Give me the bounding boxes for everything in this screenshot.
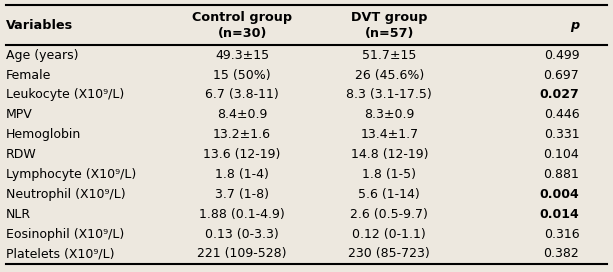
Text: p: p [570,19,579,32]
Text: 230 (85-723): 230 (85-723) [348,248,430,260]
Text: (n=30): (n=30) [218,27,267,40]
Text: Platelets (X10⁹/L): Platelets (X10⁹/L) [6,248,115,260]
Text: DVT group: DVT group [351,11,427,24]
Text: Leukocyte (X10⁹/L): Leukocyte (X10⁹/L) [6,88,124,101]
Text: 0.697: 0.697 [544,69,579,82]
Text: 0.331: 0.331 [544,128,579,141]
Text: Eosinophil (X10⁹/L): Eosinophil (X10⁹/L) [6,227,124,240]
Text: NLR: NLR [6,208,31,221]
Text: 13.2±1.6: 13.2±1.6 [213,128,271,141]
Text: (n=57): (n=57) [365,27,414,40]
Text: RDW: RDW [6,148,37,161]
Text: 49.3±15: 49.3±15 [215,49,269,62]
Text: 8.3±0.9: 8.3±0.9 [364,108,414,121]
Text: 13.6 (12-19): 13.6 (12-19) [204,148,281,161]
Text: 0.382: 0.382 [544,248,579,260]
Text: 14.8 (12-19): 14.8 (12-19) [351,148,428,161]
Text: 5.6 (1-14): 5.6 (1-14) [359,188,420,201]
Text: 0.499: 0.499 [544,49,579,62]
Text: 0.004: 0.004 [539,188,579,201]
Text: 2.6 (0.5-9.7): 2.6 (0.5-9.7) [350,208,428,221]
Text: 0.027: 0.027 [539,88,579,101]
Text: 1.8 (1-5): 1.8 (1-5) [362,168,416,181]
Text: 221 (109-528): 221 (109-528) [197,248,287,260]
Text: 6.7 (3.8-11): 6.7 (3.8-11) [205,88,279,101]
Text: 13.4±1.7: 13.4±1.7 [360,128,418,141]
Text: 0.13 (0-3.3): 0.13 (0-3.3) [205,227,279,240]
Text: 0.014: 0.014 [539,208,579,221]
Text: 0.881: 0.881 [543,168,579,181]
Text: Age (years): Age (years) [6,49,78,62]
Text: 51.7±15: 51.7±15 [362,49,416,62]
Text: MPV: MPV [6,108,33,121]
Text: 0.316: 0.316 [544,227,579,240]
Text: 3.7 (1-8): 3.7 (1-8) [215,188,269,201]
Text: 8.4±0.9: 8.4±0.9 [217,108,267,121]
Text: 15 (50%): 15 (50%) [213,69,271,82]
Text: 8.3 (3.1-17.5): 8.3 (3.1-17.5) [346,88,432,101]
Text: Lymphocyte (X10⁹/L): Lymphocyte (X10⁹/L) [6,168,136,181]
Text: Neutrophil (X10⁹/L): Neutrophil (X10⁹/L) [6,188,126,201]
Text: 0.12 (0-1.1): 0.12 (0-1.1) [352,227,426,240]
Text: 0.446: 0.446 [544,108,579,121]
Text: Hemoglobin: Hemoglobin [6,128,82,141]
Text: Female: Female [6,69,51,82]
Text: 1.8 (1-4): 1.8 (1-4) [215,168,269,181]
Text: 26 (45.6%): 26 (45.6%) [355,69,424,82]
Text: Control group: Control group [192,11,292,24]
Text: 0.104: 0.104 [544,148,579,161]
Text: Variables: Variables [6,19,74,32]
Text: 1.88 (0.1-4.9): 1.88 (0.1-4.9) [199,208,285,221]
